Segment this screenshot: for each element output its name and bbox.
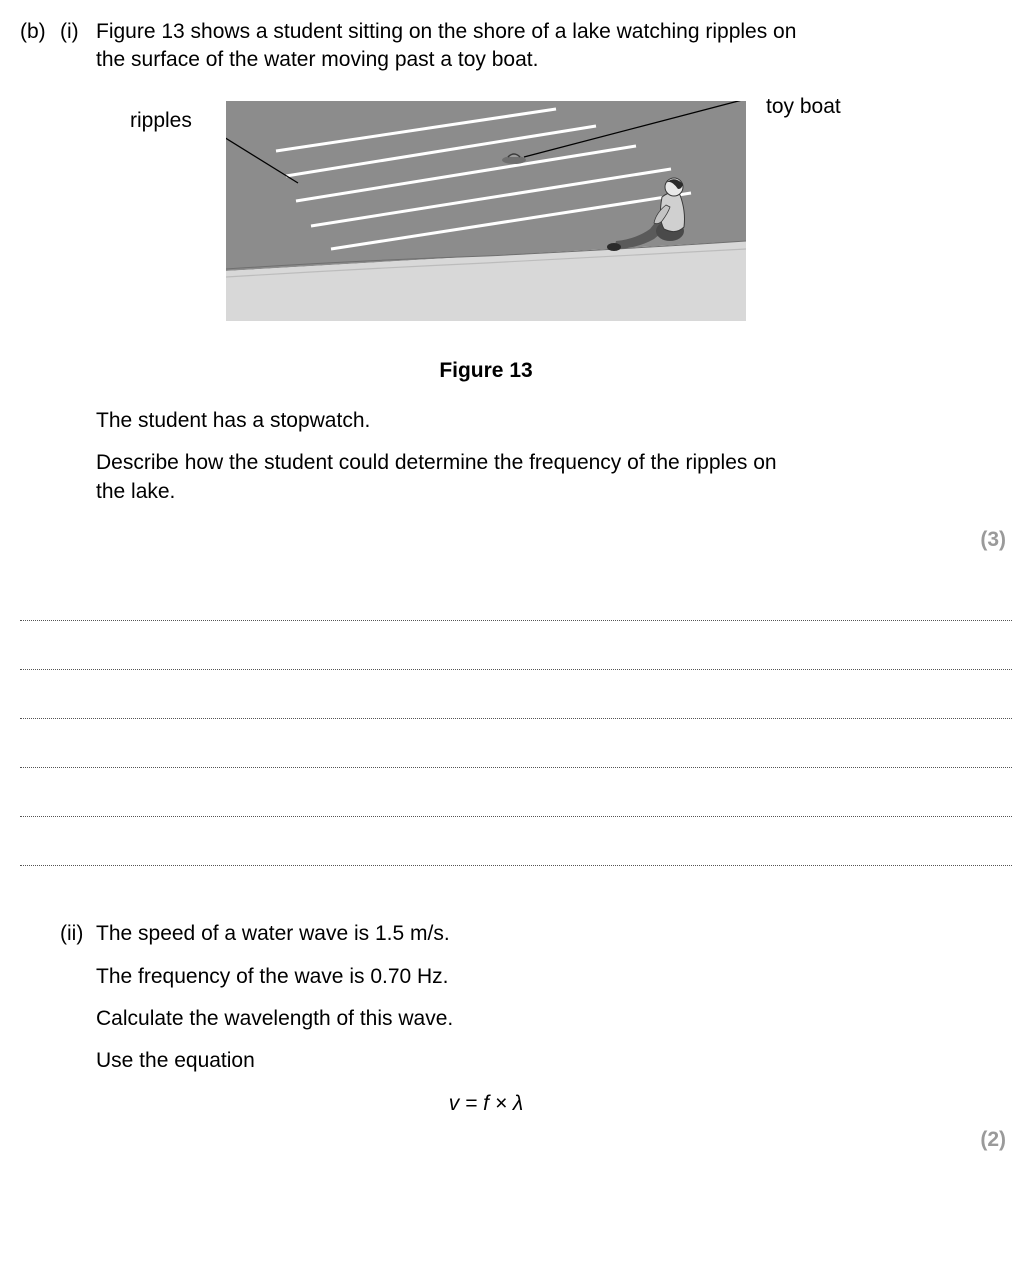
figure-caption: Figure 13 [96,357,876,385]
figure-label-boat: toy boat [766,93,841,121]
figure-label-ripples: ripples [130,107,192,135]
answer-line[interactable] [20,572,1012,621]
answer-line[interactable] [20,621,1012,670]
part-ii-line-4: Use the equation [96,1047,1012,1075]
answer-line[interactable] [20,768,1012,817]
wave-equation: v = f × λ [96,1090,876,1118]
describe-line-2: the lake. [96,478,1012,506]
exam-page: (b) (i) Figure 13 shows a student sittin… [0,0,1032,1280]
answer-line[interactable] [20,719,1012,768]
stopwatch-line: The student has a stopwatch. [96,407,1012,435]
answer-line[interactable] [20,670,1012,719]
part-b-ii: (ii) The speed of a water wave is 1.5 m/… [20,920,1012,1120]
figure-13-svg [226,101,746,321]
part-ii-body: The speed of a water wave is 1.5 m/s. Th… [96,920,1012,1120]
answer-lines[interactable] [20,572,1012,866]
part-ii-line-2: The frequency of the wave is 0.70 Hz. [96,963,1012,991]
marks-part-ii: (2) [20,1126,1012,1154]
part-i-body: Figure 13 shows a student sitting on the… [96,18,1012,520]
label-b: (b) [20,18,60,46]
part-ii-line-3: Calculate the wavelength of this wave. [96,1005,1012,1033]
label-i: (i) [60,18,96,46]
intro-line-2: the surface of the water moving past a t… [96,46,1012,74]
part-ii-line-1: The speed of a water wave is 1.5 m/s. [96,920,1012,948]
intro-line-1: Figure 13 shows a student sitting on the… [96,18,1012,46]
figure-13: ripples toy boat [96,89,916,349]
label-ii: (ii) [60,920,96,948]
answer-line[interactable] [20,817,1012,866]
marks-part-i: (3) [20,526,1012,554]
describe-line-1: Describe how the student could determine… [96,449,1012,477]
part-b-i-header: (b) (i) Figure 13 shows a student sittin… [20,18,1012,520]
